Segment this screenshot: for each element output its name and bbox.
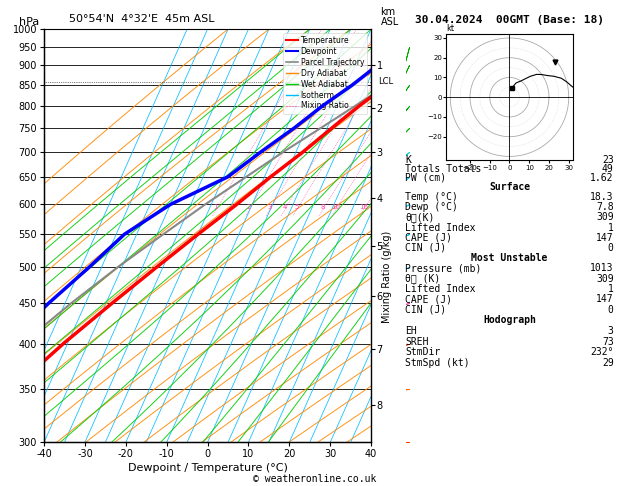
Text: 3: 3 [267, 204, 272, 210]
Text: © weatheronline.co.uk: © weatheronline.co.uk [253, 473, 376, 484]
Text: 3: 3 [608, 326, 614, 336]
Text: 1.62: 1.62 [590, 173, 614, 183]
Text: 4: 4 [282, 204, 287, 210]
Text: 147: 147 [596, 295, 614, 304]
Text: Mixing Ratio (g/kg): Mixing Ratio (g/kg) [382, 231, 392, 323]
Text: EH: EH [405, 326, 417, 336]
Text: kt: kt [447, 24, 454, 33]
Text: hPa: hPa [19, 17, 39, 27]
Text: CAPE (J): CAPE (J) [405, 295, 452, 304]
Text: 232°: 232° [590, 347, 614, 357]
Text: 50°54'N  4°32'E  45m ASL: 50°54'N 4°32'E 45m ASL [69, 14, 214, 24]
Text: SREH: SREH [405, 337, 429, 347]
Text: Temp (°C): Temp (°C) [405, 192, 458, 202]
Text: 147: 147 [596, 233, 614, 243]
Text: Lifted Index: Lifted Index [405, 284, 476, 294]
Text: 29: 29 [602, 358, 614, 368]
Text: 18.3: 18.3 [590, 192, 614, 202]
Legend: Temperature, Dewpoint, Parcel Trajectory, Dry Adiabat, Wet Adiabat, Isotherm, Mi: Temperature, Dewpoint, Parcel Trajectory… [283, 33, 367, 114]
Text: 73: 73 [602, 337, 614, 347]
Text: 5: 5 [294, 204, 299, 210]
Text: Surface: Surface [489, 182, 530, 192]
Text: 1: 1 [608, 284, 614, 294]
Text: 8: 8 [320, 204, 325, 210]
Text: 2: 2 [247, 204, 251, 210]
Text: CIN (J): CIN (J) [405, 243, 447, 253]
Text: Most Unstable: Most Unstable [471, 253, 548, 263]
X-axis label: Dewpoint / Temperature (°C): Dewpoint / Temperature (°C) [128, 463, 287, 473]
Text: 1013: 1013 [590, 263, 614, 273]
Text: StmSpd (kt): StmSpd (kt) [405, 358, 470, 368]
Text: θᴇ (K): θᴇ (K) [405, 274, 440, 284]
Text: 0: 0 [608, 243, 614, 253]
Text: 7.8: 7.8 [596, 202, 614, 212]
Text: 10: 10 [331, 204, 340, 210]
Text: Pressure (mb): Pressure (mb) [405, 263, 482, 273]
Text: 309: 309 [596, 212, 614, 223]
Text: 30.04.2024  00GMT (Base: 18): 30.04.2024 00GMT (Base: 18) [415, 15, 604, 25]
Text: Totals Totals: Totals Totals [405, 164, 482, 174]
Text: Dewp (°C): Dewp (°C) [405, 202, 458, 212]
Text: LCL: LCL [377, 77, 392, 86]
Text: StmDir: StmDir [405, 347, 440, 357]
Text: Lifted Index: Lifted Index [405, 223, 476, 233]
Text: K: K [405, 155, 411, 165]
Text: 0: 0 [608, 305, 614, 315]
Text: 1: 1 [214, 204, 218, 210]
Text: CIN (J): CIN (J) [405, 305, 447, 315]
Text: Hodograph: Hodograph [483, 315, 536, 325]
Text: 309: 309 [596, 274, 614, 284]
Text: 1: 1 [608, 223, 614, 233]
Text: PW (cm): PW (cm) [405, 173, 447, 183]
Text: 23: 23 [602, 155, 614, 165]
Text: CAPE (J): CAPE (J) [405, 233, 452, 243]
Text: 49: 49 [602, 164, 614, 174]
Text: km
ASL: km ASL [381, 7, 399, 27]
Text: θᴇ(K): θᴇ(K) [405, 212, 435, 223]
Text: 16: 16 [359, 204, 368, 210]
